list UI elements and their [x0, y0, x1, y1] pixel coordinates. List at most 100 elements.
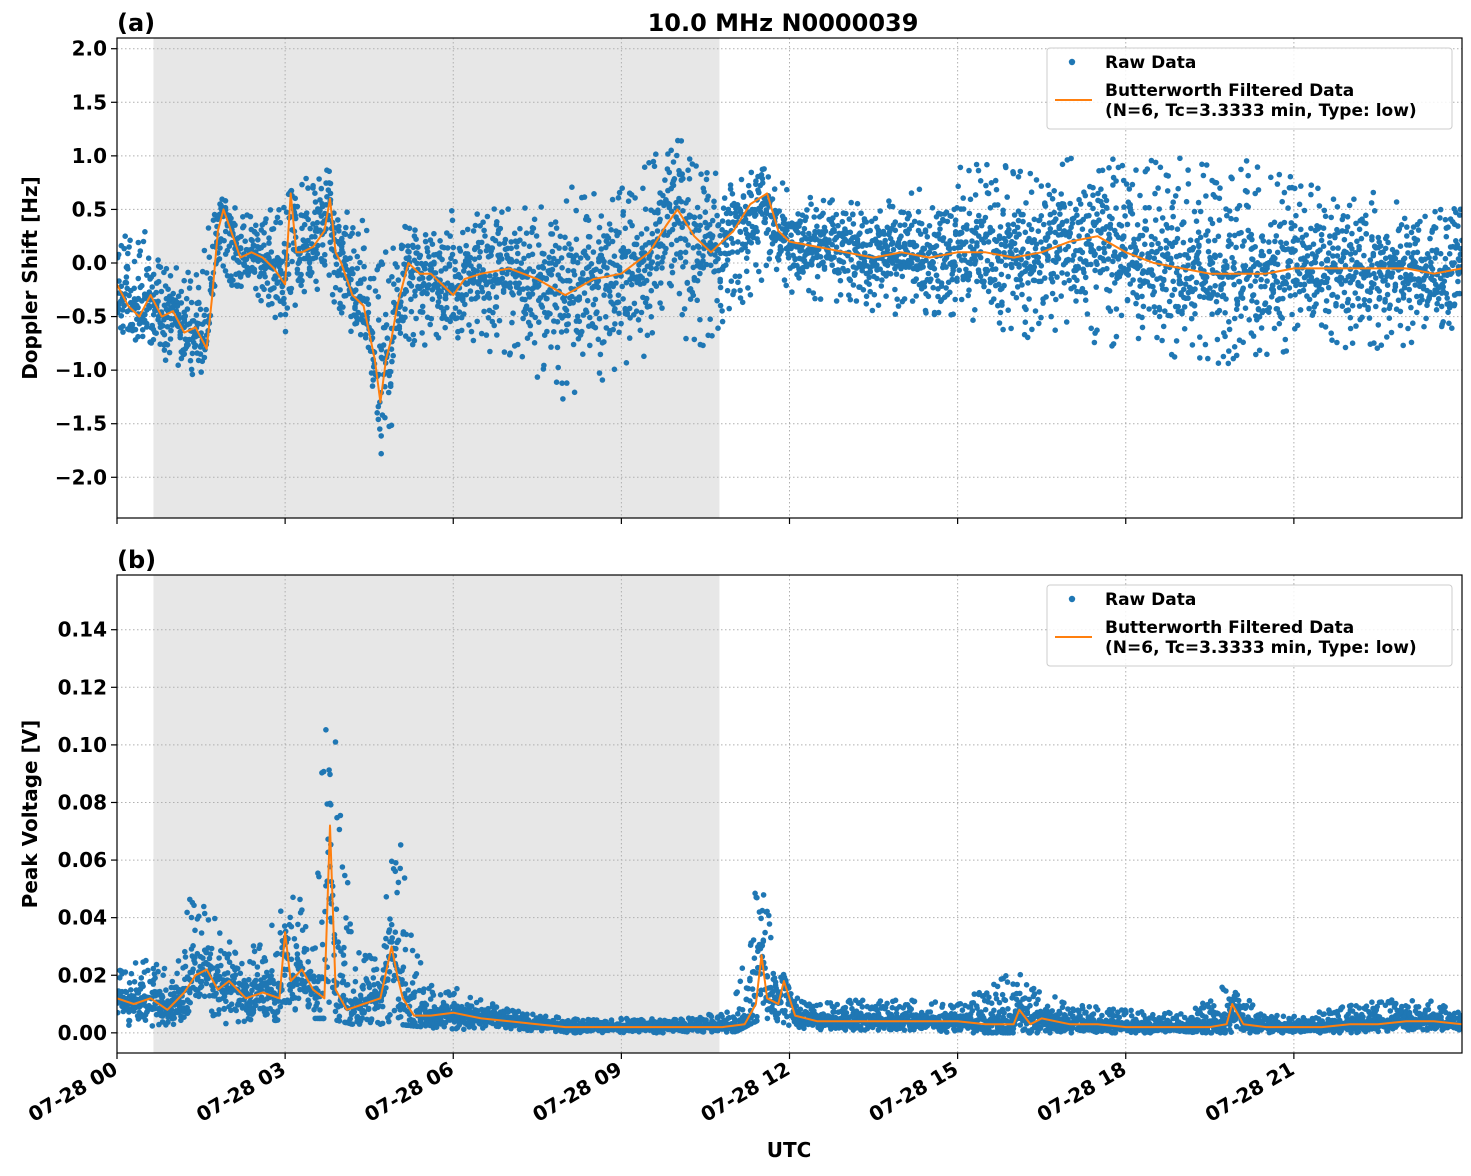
raw-data-point [530, 252, 536, 258]
raw-data-point [1130, 277, 1136, 283]
raw-data-point [575, 314, 581, 320]
raw-data-point [1185, 167, 1191, 173]
raw-data-point [1023, 319, 1029, 325]
raw-data-point [1083, 193, 1089, 199]
raw-data-point [1261, 238, 1267, 244]
raw-data-point [667, 170, 673, 176]
raw-data-point [815, 274, 821, 280]
raw-data-point [597, 316, 603, 322]
raw-data-point [613, 280, 619, 286]
raw-data-point [295, 922, 301, 928]
raw-data-point [682, 306, 688, 312]
raw-data-point [402, 306, 408, 312]
raw-data-point [1226, 348, 1232, 354]
raw-data-point [490, 310, 496, 316]
raw-data-point [1189, 316, 1195, 322]
raw-data-point [340, 973, 346, 979]
raw-data-point [930, 285, 936, 291]
raw-data-point [1088, 242, 1094, 248]
raw-data-point [1107, 288, 1113, 294]
raw-data-point [697, 271, 703, 277]
raw-data-point [1234, 307, 1240, 313]
raw-data-point [339, 310, 345, 316]
raw-data-point [1295, 323, 1301, 329]
raw-data-point [748, 292, 754, 298]
raw-data-point [466, 322, 472, 328]
y-tick-label: 1.5 [72, 90, 107, 114]
raw-data-point [153, 330, 159, 336]
raw-data-point [1373, 275, 1379, 281]
raw-data-point [1367, 315, 1373, 321]
raw-data-point [152, 975, 158, 981]
raw-data-point [572, 272, 578, 278]
raw-data-point [437, 250, 443, 256]
raw-data-point [307, 226, 313, 232]
raw-data-point [1112, 280, 1118, 286]
y-tick-label: 1.0 [72, 144, 107, 168]
raw-data-point [350, 271, 356, 277]
raw-data-point [479, 240, 485, 246]
raw-data-point [125, 251, 131, 257]
raw-data-point [610, 239, 616, 245]
raw-data-point [1205, 228, 1211, 234]
raw-data-point [208, 276, 214, 282]
raw-data-point [718, 285, 724, 291]
raw-data-point [261, 287, 267, 293]
raw-data-point [447, 233, 453, 239]
raw-data-point [343, 225, 349, 231]
raw-data-point [698, 223, 704, 229]
raw-data-point [1000, 208, 1006, 214]
raw-data-point [913, 276, 919, 282]
raw-data-point [1221, 281, 1227, 287]
raw-data-point [520, 354, 526, 360]
raw-data-point [1419, 297, 1425, 303]
raw-data-point [299, 907, 305, 913]
raw-data-point [1004, 194, 1010, 200]
raw-data-point [532, 340, 538, 346]
raw-data-point [521, 256, 527, 262]
raw-data-point [216, 955, 222, 961]
raw-data-point [191, 903, 197, 909]
raw-data-point [437, 238, 443, 244]
raw-data-point [1012, 241, 1018, 247]
raw-data-point [299, 182, 305, 188]
raw-data-point [692, 337, 698, 343]
raw-data-point [1122, 253, 1128, 259]
raw-data-point [481, 228, 487, 234]
raw-data-point [715, 325, 721, 331]
raw-data-point [358, 332, 364, 338]
raw-data-point [120, 329, 126, 335]
raw-data-point [984, 162, 990, 168]
raw-data-point [898, 233, 904, 239]
raw-data-point [612, 321, 618, 327]
raw-data-point [990, 228, 996, 234]
raw-data-point [1130, 211, 1136, 217]
raw-data-point [1434, 247, 1440, 253]
raw-data-point [449, 208, 455, 214]
raw-data-point [201, 904, 207, 910]
raw-data-point [923, 310, 929, 316]
raw-data-point [292, 302, 298, 308]
raw-data-point [796, 275, 802, 281]
raw-data-point [587, 234, 593, 240]
raw-data-point [376, 294, 382, 300]
raw-data-point [487, 349, 493, 355]
raw-data-point [1113, 205, 1119, 211]
raw-data-point [845, 268, 851, 274]
raw-data-point [641, 354, 647, 360]
raw-data-point [571, 342, 577, 348]
raw-data-point [1382, 297, 1388, 303]
raw-data-point [1264, 352, 1270, 358]
raw-data-point [893, 228, 899, 234]
raw-data-point [154, 962, 160, 968]
raw-data-point [1423, 316, 1429, 322]
raw-data-point [340, 250, 346, 256]
raw-data-point [667, 202, 673, 208]
raw-data-point [585, 298, 591, 304]
raw-data-point [1033, 308, 1039, 314]
raw-data-point [998, 310, 1004, 316]
raw-data-point [389, 423, 395, 429]
raw-data-point [616, 299, 622, 305]
raw-data-point [1028, 171, 1034, 177]
